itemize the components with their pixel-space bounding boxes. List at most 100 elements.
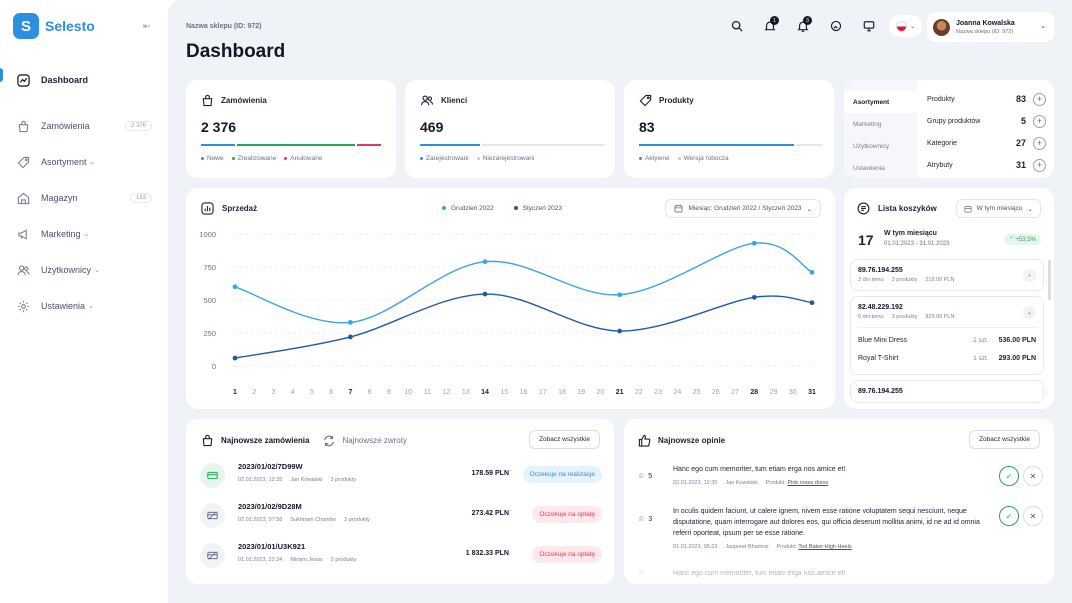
x-tick-label: 13: [462, 389, 470, 396]
basket-item[interactable]: 89.76.194.255 3 dni temu 2 produkty 218.00…: [850, 259, 1044, 291]
sidebar-item-warehouse[interactable]: Magazyn 183: [0, 180, 168, 216]
add-category-button[interactable]: +: [1033, 136, 1046, 150]
basket-item[interactable]: 89.76.194.255: [850, 380, 1044, 403]
period-value: Miesiąc: Grudzień 2022 / Styczeń 2023: [688, 205, 802, 212]
series-line-dec-2022: [234, 242, 813, 324]
basket-item-expanded[interactable]: 82.48.229.192 6 dni temu 3 produkty 829.00…: [850, 296, 1044, 375]
approve-review-button[interactable]: ✓: [999, 466, 1019, 486]
basket-product-row: Blue Mini Dress 2 szt. 536.00 PLN: [858, 336, 1036, 344]
data-point: [348, 334, 353, 340]
tab-settings[interactable]: Ustawienia: [853, 164, 885, 172]
sidebar-item-dashboard[interactable]: Dashboard: [0, 62, 168, 98]
products-stat-card[interactable]: Produkty 83 Aktywne Wersja robocza: [624, 80, 834, 178]
baskets-period: W tym miesiącu: [884, 230, 937, 237]
legend-registered: Zarejestrowani: [420, 155, 469, 162]
x-tick-label: 30: [789, 389, 797, 396]
logo[interactable]: S Selesto: [13, 13, 95, 39]
star-icon: ☆: [638, 473, 645, 480]
shopping-bag-icon: [202, 434, 213, 447]
order-id: 2023/01/02/9D28M: [238, 502, 302, 511]
x-tick-label: 18: [558, 389, 566, 396]
orders-tabs: Najnowsze zamówienia Najnowsze zwroty: [201, 434, 407, 447]
sidebar-item-label: Użytkownicy: [41, 265, 92, 275]
reject-review-button[interactable]: ✕: [1023, 506, 1043, 526]
y-tick-label: 750: [203, 263, 216, 272]
collapse-sidebar-icon[interactable]: ⇤: [143, 21, 151, 31]
x-tick-label: 21: [616, 389, 624, 396]
add-group-button[interactable]: +: [1033, 114, 1046, 128]
status-badge: Oczekuje na opłatę: [532, 506, 602, 523]
bell-icon[interactable]: 3: [786, 16, 819, 36]
shopping-bag-icon: [16, 119, 30, 133]
search-icon[interactable]: [720, 16, 753, 36]
language-selector[interactable]: ⌄: [889, 15, 922, 37]
data-point: [809, 300, 815, 306]
x-tick-label: 14: [481, 389, 489, 396]
sidebar-item-orders[interactable]: Zamówienia 2 376: [0, 108, 168, 144]
tab-users[interactable]: Użytkownicy: [853, 142, 890, 150]
tab-marketing[interactable]: Marketing: [853, 120, 882, 128]
stat-title-text: Klienci: [441, 96, 468, 105]
data-point: [232, 284, 238, 290]
baskets-filter-value: W tym miesiącu: [976, 205, 1023, 212]
reject-review-button[interactable]: ✕: [1023, 466, 1043, 486]
gear-icon: [16, 299, 30, 313]
orders-count: 2 376: [201, 119, 237, 135]
order-id: 2023/01/01/U3K921: [238, 542, 306, 551]
orders-stat-card[interactable]: Zamówienia 2 376 Nowe Zrealizowane Anulo…: [186, 80, 396, 178]
messages-icon[interactable]: [819, 16, 852, 36]
x-tick-label: 22: [635, 389, 643, 396]
warehouse-count-badge: 183: [129, 193, 152, 203]
products-progress-bar: [639, 144, 823, 146]
sidebar-item-users[interactable]: Użytkownicy ⌄: [0, 252, 168, 288]
products-count: 83: [639, 119, 655, 135]
card-unpaid-icon: [200, 543, 225, 568]
product-link[interactable]: Ted Baker High Heels: [798, 544, 852, 550]
growth-badge: ⌃ +53.5%: [1003, 234, 1041, 245]
sidebar-item-label: Dashboard: [41, 75, 89, 85]
x-tick-label: 5: [310, 389, 314, 396]
y-tick-label: 250: [203, 329, 216, 338]
legend-active: Aktywne: [639, 155, 670, 162]
order-price: 1 832.33 PLN: [465, 550, 509, 557]
brand-name: Selesto: [45, 18, 95, 34]
stat-title-text: Produkty: [659, 96, 694, 105]
period-select[interactable]: Miesiąc: Grudzień 2022 / Styczeń 2023 ⌄: [665, 199, 821, 218]
see-all-orders-button[interactable]: Zobacz wszystkie: [529, 430, 600, 449]
monitor-icon[interactable]: [852, 16, 885, 36]
review-actions: ✓ ✕: [999, 466, 1043, 486]
page-title: Dashboard: [186, 41, 286, 62]
table-row[interactable]: 2023/01/02/9D28M 02.01.2023, 07:58 Sukhna…: [200, 498, 602, 534]
chevron-down-icon[interactable]: ⌄: [1023, 306, 1036, 319]
legend-jan-2023[interactable]: Styczeń 2023: [513, 205, 562, 212]
clients-progress-bar: [420, 144, 604, 146]
sidebar-item-marketing[interactable]: Marketing ⌄: [0, 216, 168, 252]
tag-icon: [16, 155, 30, 169]
see-all-reviews-button[interactable]: Zobacz wszystkie: [969, 430, 1040, 449]
sidebar-item-settings[interactable]: Ustawienia ⌄: [0, 288, 168, 324]
notifications-icon[interactable]: 1: [753, 16, 786, 36]
sidebar-item-label: Magazyn: [41, 193, 78, 203]
x-tick-label: 29: [770, 389, 778, 396]
sidebar: S Selesto ⇤ Dashboard Zamówienia 2 376 A…: [0, 0, 168, 603]
chevron-right-icon[interactable]: ›: [1023, 269, 1036, 282]
baskets-scrollbar[interactable]: [1048, 260, 1051, 300]
tab-assortment[interactable]: Asortyment: [844, 91, 917, 113]
add-attribute-button[interactable]: +: [1033, 158, 1046, 172]
baskets-filter-select[interactable]: W tym miesiącu ⌄: [955, 199, 1041, 218]
table-row[interactable]: 2023/01/01/U3K921 01.01.2023, 22:34 Miria…: [200, 538, 602, 574]
chevron-down-icon: ⌄: [1027, 205, 1033, 213]
user-menu[interactable]: Joanna Kowalska Nazwa sklepu (ID: 972) ⌄: [927, 12, 1054, 42]
legend-dec-2022[interactable]: Grudzień 2022: [442, 205, 494, 212]
product-link[interactable]: Pink roses dress: [787, 480, 829, 486]
approve-review-button[interactable]: ✓: [999, 506, 1019, 526]
sidebar-item-label: Asortyment: [41, 157, 87, 167]
tab-latest-orders[interactable]: Najnowsze zamówienia: [201, 434, 309, 447]
tab-latest-returns[interactable]: Najnowsze zwroty: [323, 434, 407, 447]
table-row[interactable]: 2023/01/02/7D99W 02.01.2023, 12:35 Jan Ko…: [200, 458, 602, 494]
add-product-button[interactable]: +: [1033, 92, 1046, 106]
clients-stat-card[interactable]: Klienci 469 Zarejestrowani Niezarejestro…: [405, 80, 615, 178]
basket-ip: 89.76.194.255: [858, 267, 903, 274]
sidebar-item-assortment[interactable]: Asortyment ⌄: [0, 144, 168, 180]
